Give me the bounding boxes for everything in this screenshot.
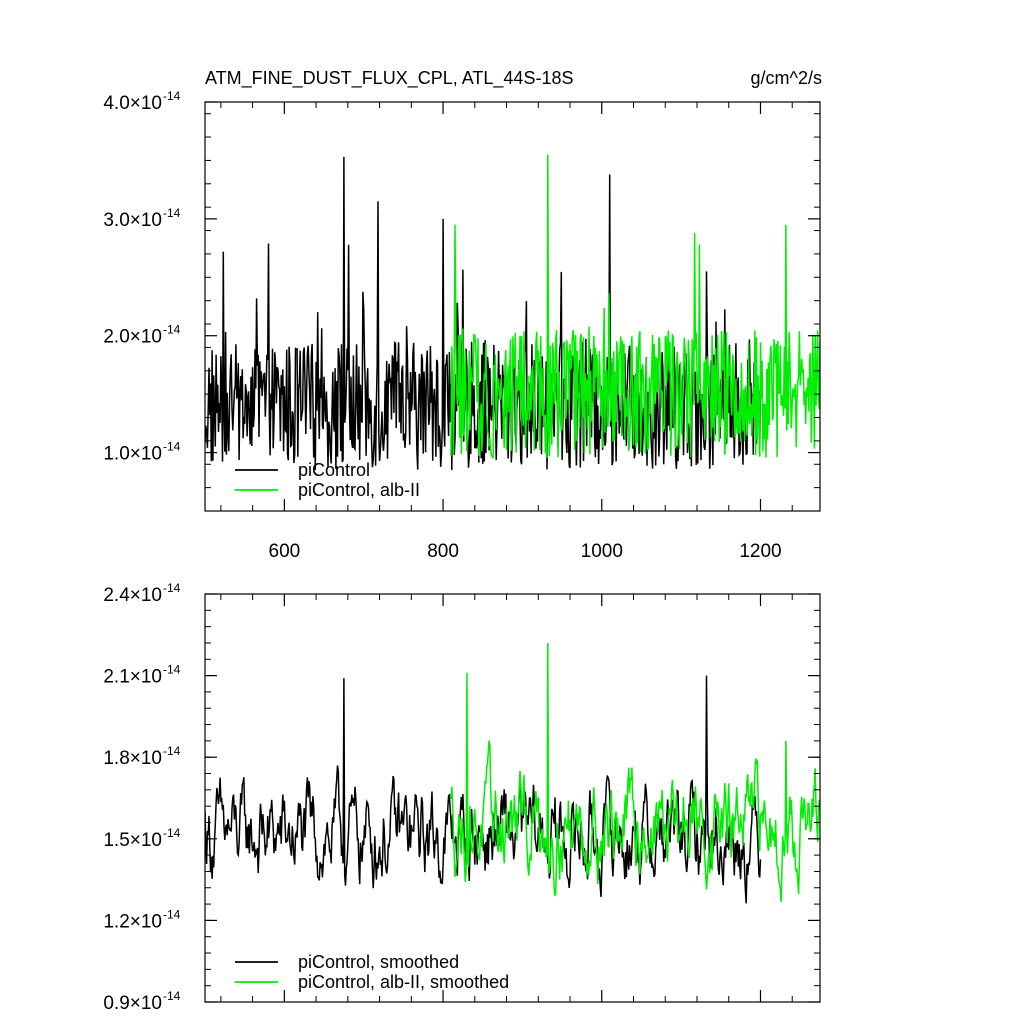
y-tick-label: 2.4×10 [103, 585, 162, 606]
x-tick-label: 1200 [739, 541, 781, 562]
x-tick-label: 600 [269, 541, 301, 562]
legend-label: piControl, alb-II, smoothed [298, 972, 509, 992]
series-line-1 [205, 156, 762, 471]
units-label: g/cm^2/s [751, 68, 822, 88]
plot-frame [204, 101, 821, 512]
y-tick-exponent: -14 [163, 206, 181, 220]
legend-label: piControl, alb-II [298, 480, 420, 500]
legend-label: piControl, smoothed [298, 952, 459, 972]
chart-title: ATM_FINE_DUST_FLUX_CPL, ATL_44S-18S [205, 68, 573, 89]
y-tick-label: 2.0×10 [103, 327, 162, 348]
y-tick-exponent: -14 [163, 744, 181, 758]
bottom-panel: 0.9×10 -141.2×10 -141.5×10 -141.8×10 -142.1×… [103, 581, 821, 1014]
series-line-1 [205, 675, 762, 904]
y-tick-exponent: -14 [163, 989, 181, 1003]
y-tick-exponent: -14 [163, 581, 181, 595]
y-tick-exponent: -14 [163, 826, 181, 840]
y-tick-label: 1.0×10 [103, 444, 162, 465]
series-line-2 [450, 154, 820, 459]
y-tick-label: 3.0×10 [103, 210, 162, 231]
legend-label: piControl [298, 460, 370, 480]
y-tick-exponent: -14 [163, 907, 181, 921]
series-line-2 [450, 642, 820, 902]
y-tick-label: 1.2×10 [103, 911, 162, 932]
y-tick-label: 1.5×10 [103, 830, 162, 851]
y-tick-exponent: -14 [163, 440, 181, 454]
y-tick-exponent: -14 [163, 663, 181, 677]
y-tick-exponent: -14 [163, 323, 181, 337]
x-tick-label: 1000 [581, 541, 623, 562]
y-tick-label: 2.1×10 [103, 667, 162, 688]
y-tick-label: 0.9×10 [103, 993, 162, 1014]
y-tick-label: 4.0×10 [103, 93, 162, 114]
x-tick-label: 800 [427, 541, 459, 562]
y-tick-label: 1.8×10 [103, 748, 162, 769]
y-tick-exponent: -14 [163, 89, 181, 103]
plot-frame [204, 593, 821, 1003]
